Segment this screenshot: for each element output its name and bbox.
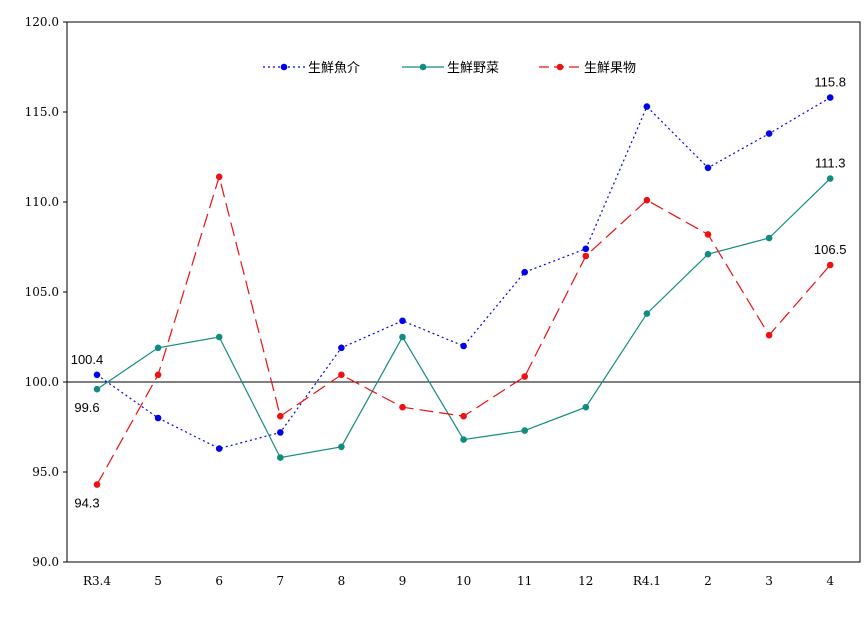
y-tick-label: 115.0 — [25, 105, 59, 119]
y-tick-label: 100.0 — [25, 375, 59, 389]
x-tick-label: 12 — [578, 574, 593, 588]
legend-label: 生鮮野菜 — [447, 61, 499, 76]
data-point — [704, 250, 712, 258]
data-point — [521, 268, 528, 276]
data-point — [765, 130, 773, 137]
data-point — [338, 443, 345, 451]
x-tick-label: 9 — [399, 574, 407, 588]
data-point — [582, 252, 590, 260]
x-tick-label: 8 — [338, 574, 346, 588]
data-point — [460, 412, 467, 420]
data-point — [93, 371, 101, 379]
data-label: 100.4 — [71, 352, 104, 367]
data-point — [826, 94, 834, 101]
data-point — [215, 445, 223, 452]
x-tick-label: 10 — [456, 574, 471, 588]
legend-marker — [280, 63, 288, 71]
data-point — [643, 196, 651, 204]
x-tick-label: 11 — [517, 574, 532, 588]
data-point — [399, 403, 406, 411]
data-point — [93, 481, 101, 488]
data-point — [277, 412, 284, 420]
x-tick-label: 4 — [826, 574, 834, 588]
data-point — [154, 414, 162, 422]
y-tick-label: 110.0 — [25, 195, 59, 209]
data-point — [277, 454, 284, 461]
data-label: 99.6 — [74, 400, 99, 415]
series-3 — [93, 173, 834, 488]
y-tick-label: 120.0 — [25, 15, 59, 29]
data-point — [154, 371, 162, 379]
data-point — [826, 175, 834, 182]
x-tick-label: 7 — [276, 574, 284, 588]
data-point — [765, 234, 773, 242]
data-point — [215, 173, 223, 181]
data-label: 106.5 — [814, 242, 847, 257]
plot-area — [66, 21, 861, 563]
data-point — [643, 103, 651, 110]
x-tick-label: 6 — [215, 574, 223, 588]
legend-item-2: 生鮮野菜 — [402, 61, 499, 76]
series-2 — [93, 175, 834, 461]
legend-label: 生鮮果物 — [584, 61, 636, 76]
legend-marker — [419, 63, 427, 71]
series-group — [93, 94, 834, 488]
legend-marker — [556, 63, 564, 71]
data-label: 94.3 — [74, 496, 99, 511]
data-point — [338, 371, 345, 379]
x-tick-label: 2 — [704, 574, 712, 588]
data-point — [521, 427, 528, 434]
y-tick-label: 105.0 — [25, 285, 59, 299]
y-tick-label: 95.0 — [32, 465, 59, 479]
data-point — [643, 310, 651, 317]
data-point — [277, 429, 284, 436]
data-point — [582, 403, 590, 411]
legend-item-3: 生鮮果物 — [539, 61, 636, 76]
data-point — [154, 344, 162, 352]
x-axis: R3.4 5 6 7 8 9 10 11 12 R4.1 2 3 4 — [83, 574, 834, 588]
data-point — [765, 331, 773, 339]
data-label: 115.8 — [814, 75, 846, 90]
legend-label: 生鮮魚介 — [308, 61, 360, 76]
y-tick-label: 90.0 — [32, 555, 59, 569]
data-point — [704, 231, 712, 238]
data-label: 111.3 — [815, 156, 846, 171]
x-tick-label: R3.4 — [83, 574, 111, 588]
series-1 — [93, 94, 834, 452]
data-point — [460, 436, 467, 443]
data-labels: 100.4 99.6 94.3 115.8 111.3 106.5 — [71, 75, 847, 511]
data-point — [399, 333, 406, 341]
data-point — [582, 245, 590, 253]
data-point — [338, 344, 345, 352]
data-point — [704, 164, 712, 172]
data-point — [460, 342, 467, 350]
data-point — [521, 373, 528, 380]
data-point — [215, 333, 223, 341]
legend-item-1: 生鮮魚介 — [263, 61, 360, 76]
x-tick-label: 5 — [154, 574, 162, 588]
x-tick-label: 3 — [765, 574, 773, 588]
data-point — [93, 385, 101, 393]
x-tick-label: R4.1 — [633, 574, 661, 588]
y-axis: 90.0 95.0 100.0 105.0 110.0 115.0 120.0 — [25, 15, 67, 569]
legend: 生鮮魚介 生鮮野菜 生鮮果物 — [263, 61, 636, 76]
data-point — [399, 317, 406, 325]
data-point — [826, 261, 834, 269]
